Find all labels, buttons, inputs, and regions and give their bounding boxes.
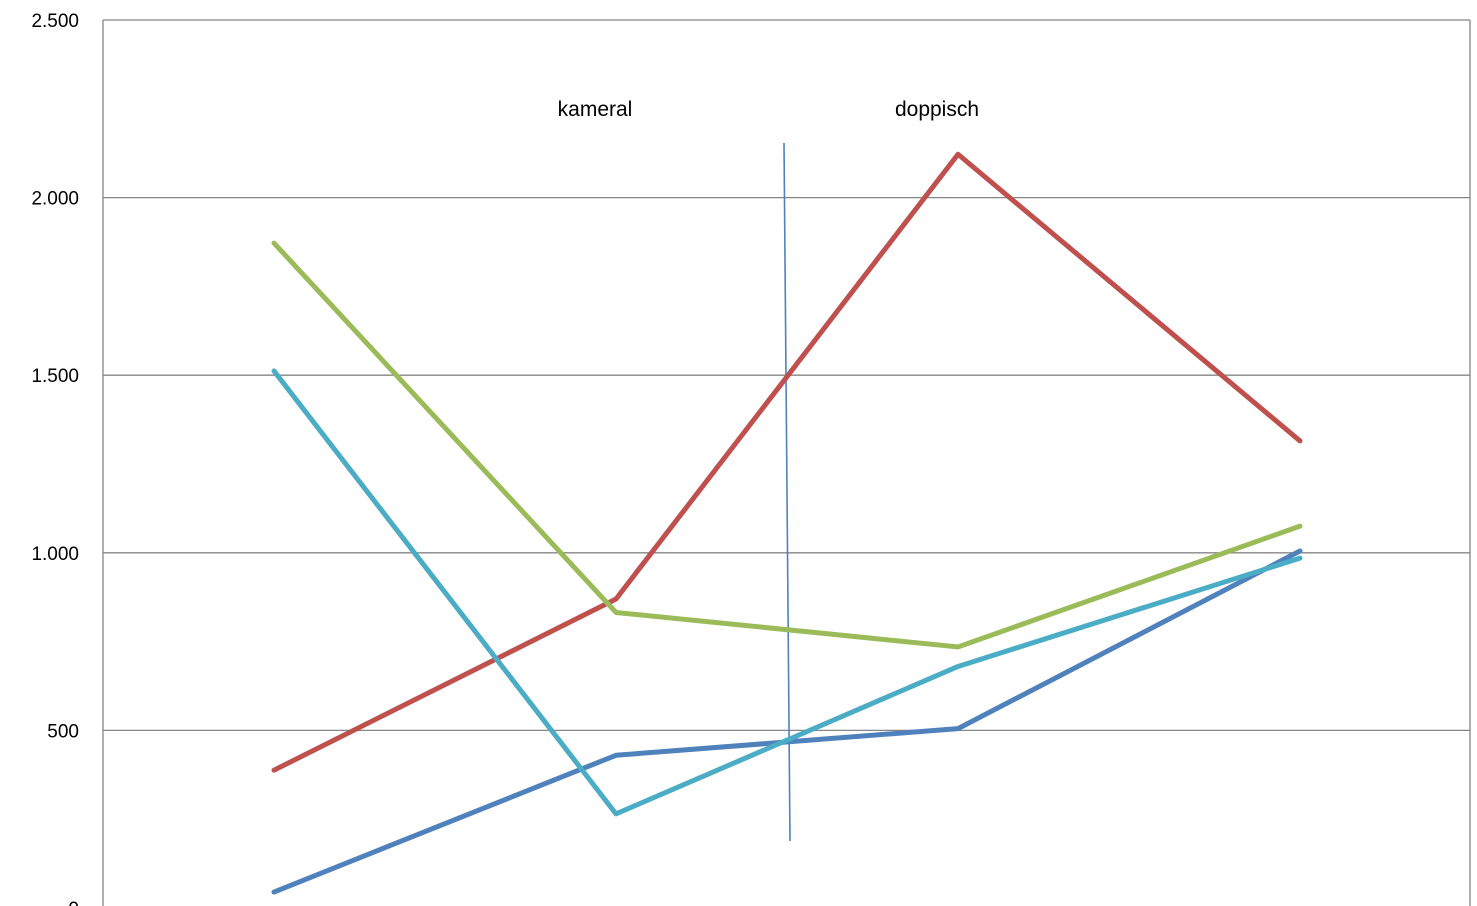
y-tick-label: 1.000 — [31, 544, 79, 565]
axes — [102, 20, 1471, 906]
series-lines — [271, 151, 1303, 895]
y-tick-label: 500 — [47, 721, 79, 742]
y-tick-label: 0 — [68, 899, 79, 906]
y-tick-label: 2.500 — [31, 11, 79, 32]
y-tick-label: 2.000 — [31, 189, 79, 210]
series-line-3 — [271, 240, 1303, 650]
y-tick-labels: 0 500 1.000 1.500 2.000 2.500 — [31, 11, 79, 906]
y-tick-label: 1.500 — [31, 366, 79, 387]
annotations: kameral doppisch — [558, 98, 979, 121]
divider — [783, 142, 791, 842]
divider-line — [783, 142, 791, 842]
annotation-1: kameral — [558, 98, 633, 121]
annotation-2: doppisch — [895, 98, 979, 121]
series-line-4 — [271, 368, 1303, 817]
series-line-2 — [271, 151, 1303, 773]
series-line-1 — [271, 548, 1303, 895]
